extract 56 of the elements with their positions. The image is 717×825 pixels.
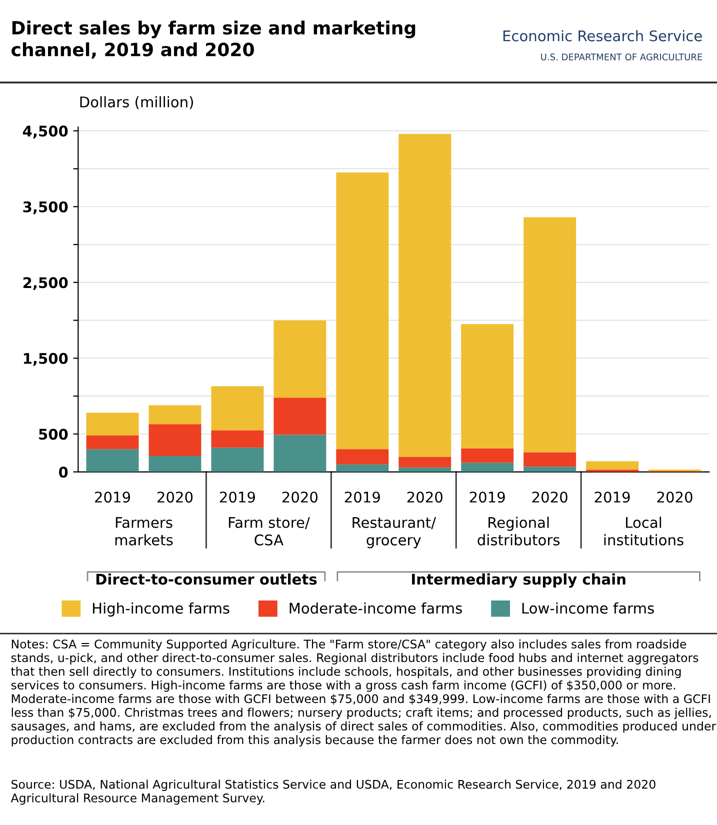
bar: [524, 466, 576, 472]
y-tick-label: 1,500: [24, 352, 68, 366]
text: Farmers markets: [115, 517, 173, 546]
text: Notes: CSA = Community Supported Agriculture. The "Farm store/CSA" category also includes sales from roadside stands, u-pick, and other direct-to-consumer sales. Regional distributors include food hubs and internet aggregators that then sell directly to consumers. Institutions include schools, hospitals, and other businesses providing dining services to consumers. High-income farms are those with a gross cash farm income (GCFI) of $350,000 or more. Moderate-income farms are those with GCFI between $75,000 and $349,999. Low-income farms are those with a GCFI less than $75,000. Christmas trees and flowers; nursery products; craft items; and processed products, such as jellies, sausages, and hams, are excluded from the analysis of direct sales of commodities. Also, commodities produced under production contracts are excluded from this analysis because the farmer does not own the commodity.: [11, 639, 716, 746]
bar: [524, 452, 576, 467]
bar: [336, 172, 389, 450]
y-tick-label: 2,500: [23, 277, 68, 290]
bar: [86, 436, 139, 450]
y-tick-label: 3,500: [23, 201, 68, 214]
bar: [398, 134, 452, 457]
bar: [461, 448, 514, 463]
bar: [398, 456, 452, 468]
bar: [148, 424, 202, 456]
bar: [274, 320, 326, 398]
y-tick-label: 0: [58, 466, 68, 478]
bar: [336, 464, 389, 472]
y-axis-title: Dollars (million): [80, 96, 193, 110]
chart-title: Direct sales by farm size and marketing channel, 2019 and 2020: [12, 20, 416, 59]
bar: [336, 449, 389, 464]
text: Farm store/ CSA: [228, 517, 310, 546]
x-tick-label: 2019: [95, 492, 130, 503]
legend-label: Moderate-income farms: [290, 602, 462, 614]
bar: [86, 449, 139, 472]
text: Direct-to-consumer outlets: [96, 573, 317, 585]
legend-label: High-income farms: [93, 602, 230, 617]
bar: [586, 461, 639, 470]
x-tick-label: 2020: [157, 492, 193, 503]
text: Regional distributors: [478, 516, 560, 546]
legend-label: Low-income farms: [522, 602, 654, 614]
bar: [148, 456, 202, 472]
x-tick-label: 2020: [407, 492, 442, 503]
bar: [148, 405, 202, 424]
x-tick-label: 2020: [282, 492, 318, 503]
text: Intermediary supply chain: [412, 573, 626, 588]
bar: [461, 462, 514, 472]
x-tick-label: 2020: [532, 492, 568, 503]
bar: [461, 324, 514, 448]
x-tick-label: 2019: [220, 492, 255, 503]
bar: [86, 412, 139, 436]
text: Economic Research Service: [503, 30, 702, 42]
bar: [274, 434, 326, 472]
bar: [274, 398, 326, 435]
text: Local institutions: [604, 516, 684, 546]
x-tick-label: 2019: [344, 492, 380, 503]
x-tick-label: 2019: [594, 492, 630, 503]
text: U.S. DEPARTMENT OF AGRICULTURE: [541, 54, 702, 60]
bar: [524, 217, 576, 452]
y-tick-label: 4,500: [22, 126, 68, 138]
bar: [211, 386, 264, 430]
source-note: Source: USDA, National Agricultural Statistics Service and USDA, Economic Research Service, 2019 and 2020 Agricultural Resource Management Survey.: [10, 780, 656, 805]
x-tick-label: 2019: [470, 492, 505, 503]
bar: [211, 430, 264, 448]
x-tick-label: 2020: [657, 492, 692, 503]
text: Restaurant/ grocery: [352, 517, 436, 548]
y-tick-label: 500: [39, 428, 68, 440]
bar: [211, 448, 264, 472]
